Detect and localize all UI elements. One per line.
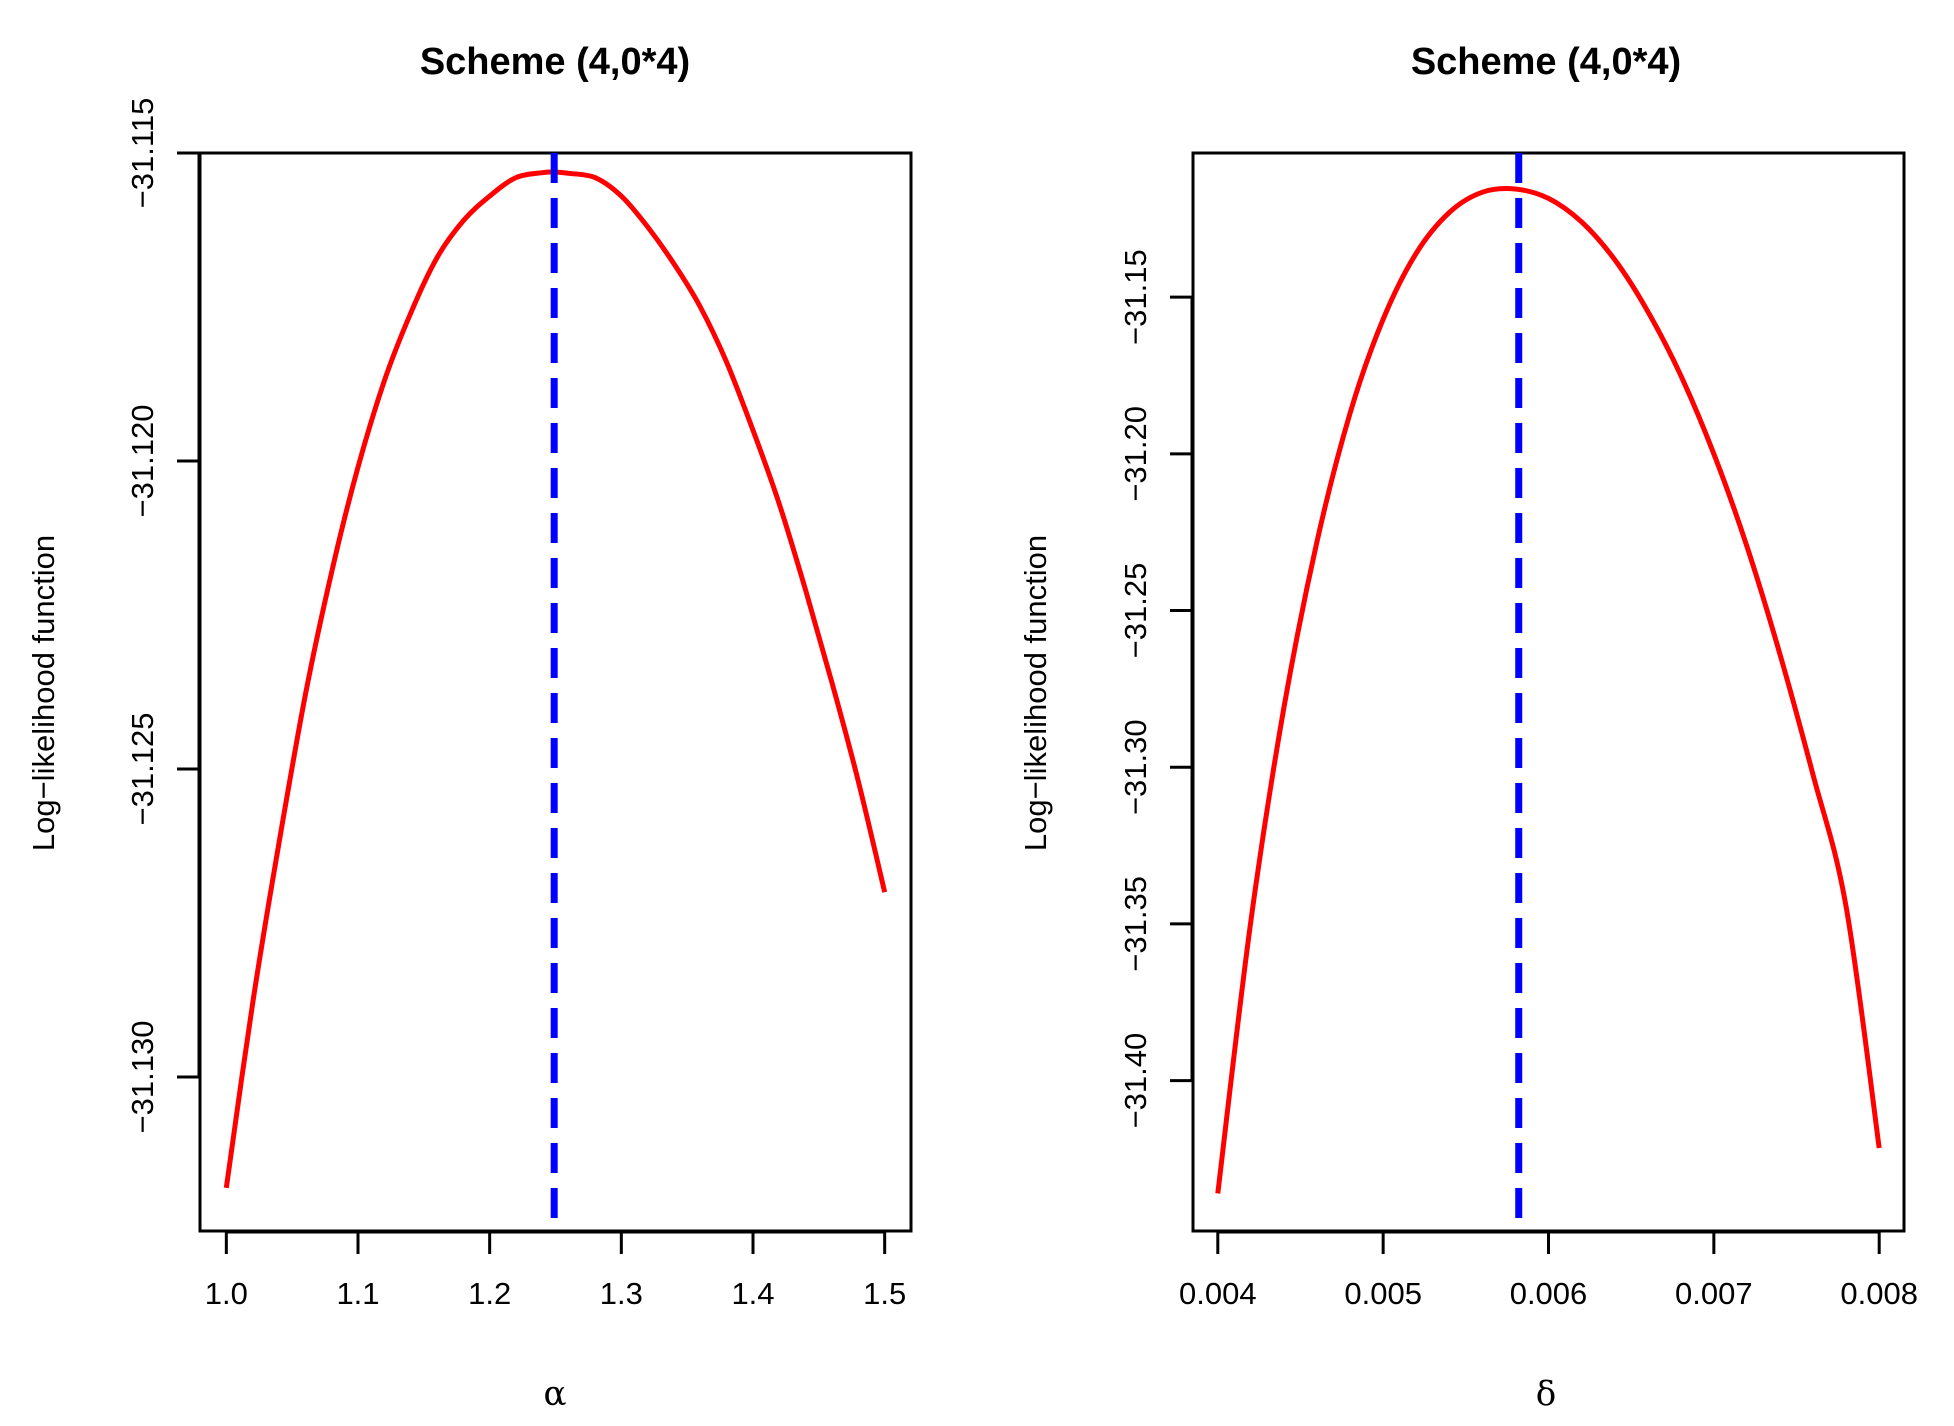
left-likelihood-curve (223, 169, 888, 1189)
left-y-tick-label: −31.130 (125, 1021, 160, 1134)
right-y-tick-label: −31.40 (1118, 1033, 1153, 1129)
right-x-tick-label: 0.005 (1344, 1276, 1422, 1311)
right-y-tick-label: −31.30 (1118, 719, 1153, 815)
left-chart-title: Scheme (4,0*4) (420, 41, 690, 83)
right-y-tick-label: −31.25 (1118, 563, 1153, 659)
left-y-tick-label: −31.120 (125, 405, 160, 518)
right-x-ticks: 0.004 0.005 0.006 0.007 0.008 (1179, 1230, 1918, 1311)
right-panel-delta: Scheme (4,0*4) Log−likelihood function δ… (1018, 41, 1918, 1414)
right-y-tick-label: −31.35 (1118, 876, 1153, 972)
right-likelihood-curve (1215, 186, 1882, 1194)
left-x-axis-label: α (544, 1374, 567, 1414)
left-x-tick-label: 1.3 (600, 1276, 643, 1311)
left-x-tick-label: 1.4 (731, 1276, 774, 1311)
left-y-ticks: −31.115 −31.120 −31.125 −31.130 (125, 98, 201, 1134)
right-y-tick-label: −31.20 (1118, 406, 1153, 502)
right-x-axis-label: δ (1536, 1374, 1556, 1414)
right-y-tick-label: −31.15 (1118, 249, 1153, 345)
left-panel-alpha: Scheme (4,0*4) Log−likelihood function α… (26, 41, 913, 1414)
left-y-axis-label: Log−likelihood function (26, 535, 61, 851)
left-x-tick-label: 1.2 (468, 1276, 511, 1311)
right-x-tick-label: 0.006 (1510, 1276, 1588, 1311)
left-x-tick-label: 1.5 (863, 1276, 906, 1311)
left-y-tick-label: −31.115 (125, 98, 160, 209)
right-x-tick-label: 0.008 (1840, 1276, 1918, 1311)
right-plot-frame (1191, 151, 1906, 1233)
left-x-ticks: 1.0 1.1 1.2 1.3 1.4 1.5 (205, 1230, 906, 1311)
right-chart-title: Scheme (4,0*4) (1411, 41, 1681, 83)
right-y-ticks: −31.15 −31.20 −31.25 −31.30 −31.35 −31.40 (1118, 249, 1194, 1129)
right-y-axis-label: Log−likelihood function (1018, 535, 1053, 851)
left-x-tick-label: 1.0 (205, 1276, 248, 1311)
left-y-tick-label: −31.125 (125, 713, 160, 826)
right-x-tick-label: 0.007 (1675, 1276, 1753, 1311)
right-x-tick-label: 0.004 (1179, 1276, 1257, 1311)
left-x-tick-label: 1.1 (336, 1276, 379, 1311)
